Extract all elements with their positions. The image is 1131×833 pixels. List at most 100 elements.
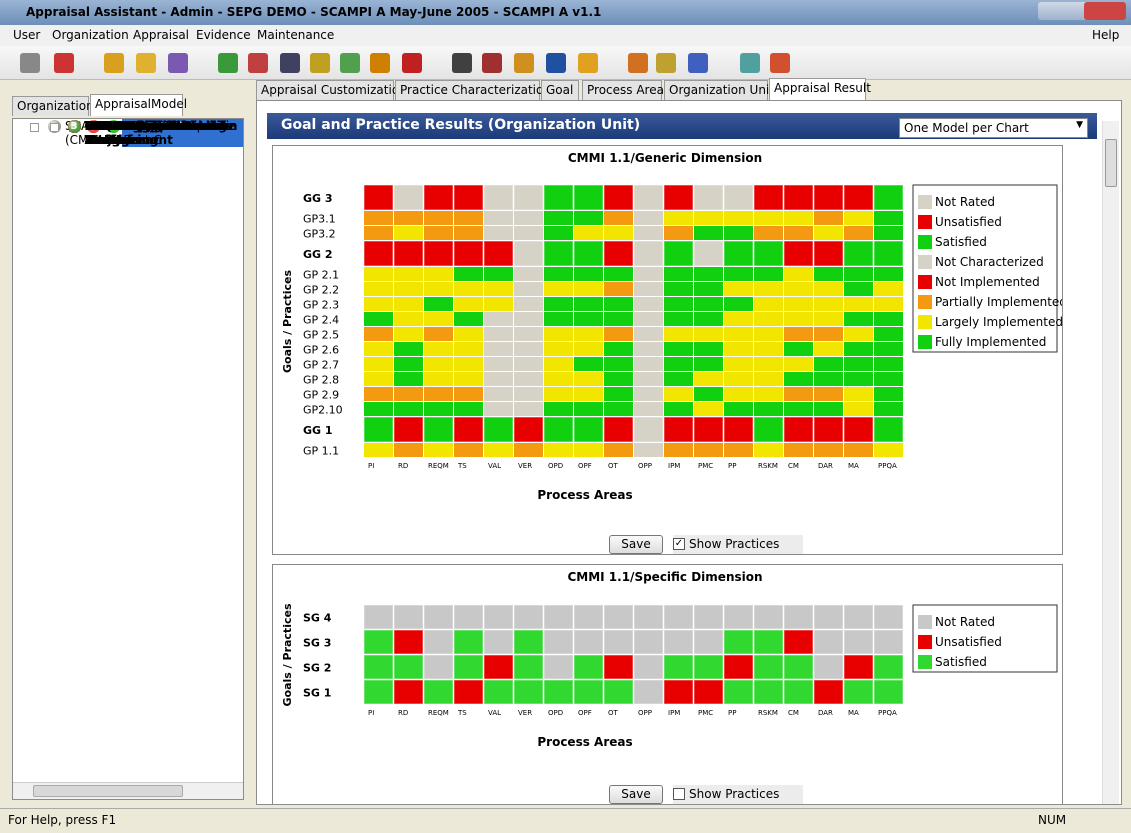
scroll-thumb[interactable] bbox=[1105, 139, 1117, 187]
heatmap-cell bbox=[484, 327, 513, 341]
heatmap-cell bbox=[784, 342, 813, 356]
toolbar-button[interactable] bbox=[370, 53, 390, 73]
show-practices-checkbox[interactable]: Show Practices bbox=[673, 785, 803, 804]
tree-label: PPQA - Process and Produ bbox=[84, 119, 217, 147]
heatmap-cell bbox=[423, 654, 454, 680]
toolbar-button[interactable] bbox=[218, 53, 238, 73]
menu-item[interactable]: Organization bbox=[52, 28, 129, 42]
toolbar-button[interactable] bbox=[628, 53, 648, 73]
heatmap-cell bbox=[574, 372, 603, 386]
toolbar-button[interactable] bbox=[402, 53, 422, 73]
toolbar-button[interactable] bbox=[656, 53, 676, 73]
column-axis-label: Process Areas bbox=[537, 488, 632, 502]
heatmap-cell bbox=[574, 312, 603, 326]
menu-item[interactable]: Appraisal bbox=[133, 28, 190, 42]
row-label: SG 4 bbox=[303, 612, 332, 625]
heatmap-cell bbox=[813, 240, 844, 267]
toolbar-button[interactable] bbox=[514, 53, 534, 73]
window-controls[interactable] bbox=[1038, 2, 1126, 20]
chart-mode-dropdown[interactable]: One Model per Chart ▼ bbox=[899, 118, 1088, 138]
tab[interactable]: Organization bbox=[12, 96, 94, 116]
heatmap-cell bbox=[604, 211, 633, 225]
legend-swatch bbox=[918, 195, 932, 209]
column-label: PI bbox=[368, 462, 374, 470]
heatmap-cell bbox=[784, 443, 813, 457]
tab[interactable]: Appraisal Result bbox=[769, 78, 871, 100]
tree-label: OPD - Organizational Proc bbox=[84, 119, 227, 147]
heatmap-cell bbox=[843, 240, 874, 267]
h-scrollbar[interactable] bbox=[13, 782, 243, 799]
toolbar-button[interactable] bbox=[20, 53, 40, 73]
toolbar-button[interactable] bbox=[168, 53, 188, 73]
heatmap-cell bbox=[364, 211, 393, 225]
heatmap-cell bbox=[813, 604, 844, 630]
toolbar-button[interactable] bbox=[688, 53, 708, 73]
save-button[interactable]: Save bbox=[609, 535, 663, 554]
tree-expander[interactable] bbox=[30, 123, 39, 132]
heatmap-cell bbox=[573, 654, 604, 680]
tab[interactable]: AppraisalModel bbox=[90, 94, 187, 116]
heatmap-cell bbox=[814, 312, 843, 326]
heatmap-cell bbox=[634, 226, 663, 240]
toolbar-button[interactable] bbox=[54, 53, 74, 73]
heatmap-cell bbox=[514, 443, 543, 457]
heatmap-cell bbox=[424, 342, 453, 356]
toolbar-button[interactable] bbox=[310, 53, 330, 73]
toolbar-button[interactable] bbox=[136, 53, 156, 73]
menu-item[interactable]: Evidence bbox=[196, 28, 251, 42]
toolbar-button[interactable] bbox=[770, 53, 790, 73]
toolbar-button[interactable] bbox=[546, 53, 566, 73]
menu-item[interactable]: Maintenance bbox=[257, 28, 335, 42]
heatmap-cell bbox=[844, 267, 873, 281]
heatmap-cell bbox=[663, 416, 694, 443]
toolbar-button[interactable] bbox=[104, 53, 124, 73]
menu-item[interactable]: Help bbox=[1092, 28, 1120, 42]
heatmap-cell bbox=[874, 297, 903, 311]
heatmap-cell bbox=[573, 679, 604, 705]
tab[interactable]: Appraisal Customization bbox=[256, 80, 407, 100]
heatmap-cell bbox=[874, 402, 903, 416]
heatmap-cell bbox=[724, 402, 753, 416]
scroll-thumb[interactable] bbox=[33, 785, 183, 797]
heatmap-cell bbox=[394, 357, 423, 371]
heatmap-cell bbox=[724, 282, 753, 296]
heatmap-cell bbox=[453, 184, 484, 211]
heatmap-cell bbox=[454, 282, 483, 296]
heatmap-cell bbox=[604, 267, 633, 281]
heatmap-cell bbox=[634, 372, 663, 386]
dropdown-value: One Model per Chart bbox=[904, 121, 1029, 135]
tab[interactable]: Organization Unit bbox=[664, 80, 774, 100]
show-practices-checkbox[interactable]: ✓ Show Practices bbox=[673, 535, 803, 554]
toolbar-button[interactable] bbox=[280, 53, 300, 73]
heatmap-cell bbox=[423, 679, 454, 705]
toolbar-button[interactable] bbox=[248, 53, 268, 73]
content-area: Goal and Practice Results (Organization … bbox=[256, 100, 1122, 805]
heatmap-cell bbox=[843, 416, 874, 443]
heatmap-cell bbox=[754, 342, 783, 356]
toolbar-button[interactable] bbox=[482, 53, 502, 73]
toolbar-button[interactable] bbox=[578, 53, 598, 73]
tab[interactable]: Process Area bbox=[582, 80, 664, 100]
chart-panel: CMMI 1.1/Specific Dimension SG 4 SG 3 SG 2 S… bbox=[272, 564, 1063, 804]
tree-expander[interactable] bbox=[49, 123, 59, 132]
close-button[interactable] bbox=[1084, 2, 1126, 20]
save-button[interactable]: Save bbox=[609, 785, 663, 804]
toolbar-button[interactable] bbox=[740, 53, 760, 73]
tree-label: VAL - Validation bbox=[84, 119, 192, 133]
tree-label: GG 2 Institutionalize a Ma bbox=[104, 119, 238, 147]
heatmap-cell bbox=[574, 357, 603, 371]
toolbar-button[interactable] bbox=[452, 53, 472, 73]
v-scrollbar[interactable] bbox=[1102, 121, 1119, 804]
row-label: GP 1.1 bbox=[303, 445, 339, 458]
heatmap-cell bbox=[514, 267, 543, 281]
row-label: GG 1 bbox=[303, 424, 333, 437]
toolbar-button[interactable] bbox=[340, 53, 360, 73]
legend-swatch bbox=[918, 215, 932, 229]
tab[interactable]: Goal bbox=[541, 80, 579, 100]
legend-label: Not Characterized bbox=[935, 255, 1044, 269]
tab[interactable]: Practice Characterization bbox=[395, 80, 551, 100]
menu-item[interactable]: User bbox=[13, 28, 41, 42]
toolbar bbox=[0, 46, 1131, 80]
row-label: GP 2.4 bbox=[303, 314, 339, 327]
heatmap-cell bbox=[844, 357, 873, 371]
